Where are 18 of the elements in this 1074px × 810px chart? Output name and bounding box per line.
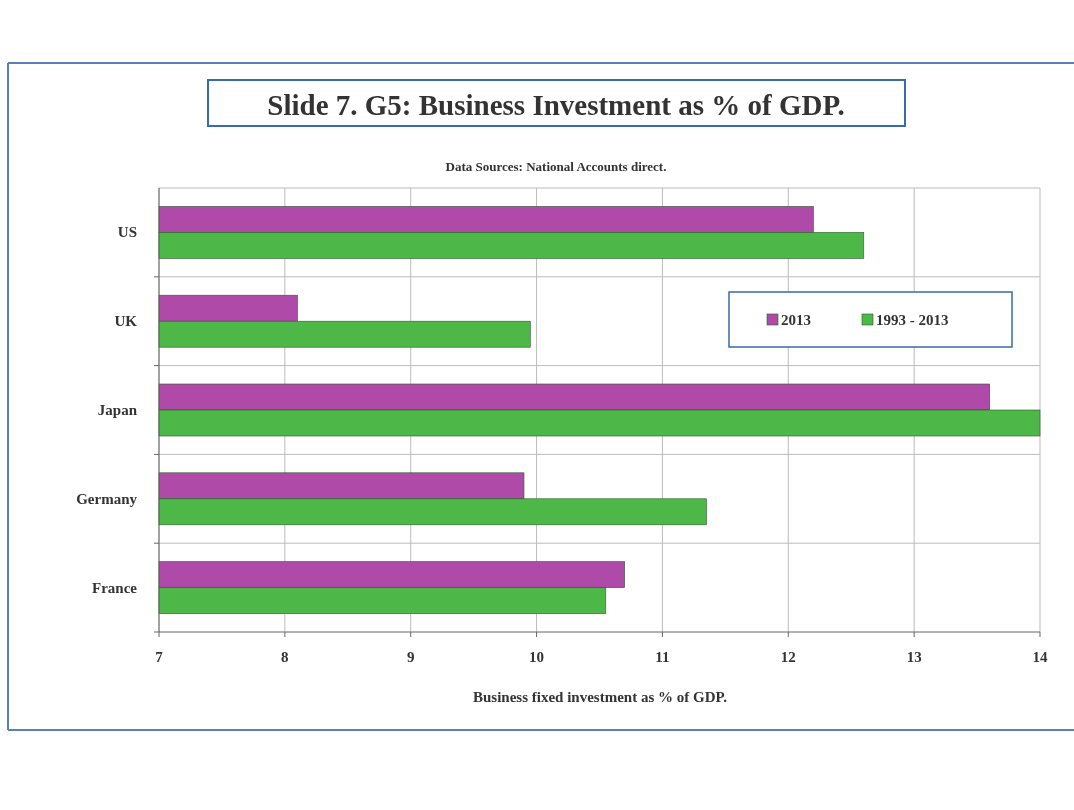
x-tick-label: 14 xyxy=(1032,649,1048,665)
x-tick-label: 9 xyxy=(406,649,415,665)
chart-subtitle: Data Sources: National Accounts direct. xyxy=(445,159,667,174)
chart-title: Slide 7. G5: Business Investment as % of GDP. xyxy=(267,89,845,121)
x-tick-label: 11 xyxy=(655,649,670,665)
legend-label: 2013 xyxy=(781,312,811,328)
x-tick-label: 8 xyxy=(281,649,289,665)
legend-label: 1993 - 2013 xyxy=(876,312,949,328)
y-tick-label: France xyxy=(92,579,138,596)
x-tick-label: 10 xyxy=(529,649,545,665)
x-tick-label: 12 xyxy=(780,649,796,665)
y-tick-label: UK xyxy=(114,313,138,330)
y-tick-label: Germany xyxy=(76,490,138,507)
x-axis-title: Business fixed investment as % of GDP. xyxy=(472,689,728,705)
x-tick-label: 13 xyxy=(906,649,922,665)
y-tick-label: Japan xyxy=(97,402,138,418)
x-tick-label: 7 xyxy=(155,649,164,665)
y-tick-label: US xyxy=(117,224,137,241)
